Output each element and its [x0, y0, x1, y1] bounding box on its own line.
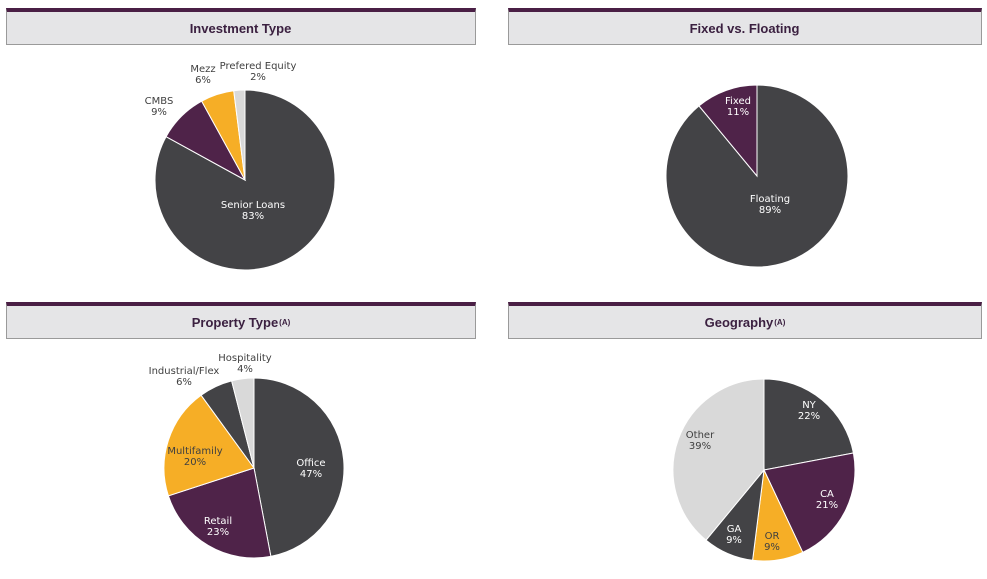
property-type-slice-multifamily [163, 394, 255, 497]
fixed-vs-floating-label-floating: Floating 89% [750, 194, 790, 216]
fixed-vs-floating-slice-fixed [698, 84, 758, 178]
geography-title-text: Geography [704, 314, 774, 330]
geography-label-ny: NY 22% [798, 400, 820, 422]
property-type-slice-retail [167, 467, 272, 559]
property-type-slice-office [253, 377, 345, 557]
investment-type-slice-prefered-equity [233, 89, 246, 181]
property-type-label-retail: Retail 23% [204, 516, 232, 538]
geography-slice-ny [763, 378, 854, 471]
geography-title-sup: (A) [774, 317, 786, 327]
property-type-label-industrial-flex: Industrial/Flex 6% [149, 366, 220, 388]
investment-type-title: Investment Type [6, 8, 476, 45]
geography-label-ca: CA 21% [816, 489, 838, 511]
investment-type-label-prefered-equity: Prefered Equity 2% [220, 61, 297, 83]
geography-slice-ca [763, 452, 856, 554]
investment-type-label-mezz: Mezz 6% [190, 64, 215, 86]
fixed-floating-title-text: Fixed vs. Floating [689, 20, 800, 36]
property-type-title-sup: (A) [279, 317, 291, 327]
investment-type-label-cmbs: CMBS 9% [145, 96, 174, 118]
geography-label-ga: GA 9% [726, 524, 742, 546]
property-type-title: Property Type (A) [6, 302, 476, 339]
fixed-vs-floating-label-fixed: Fixed 11% [725, 96, 751, 118]
fixed-floating-title: Fixed vs. Floating [508, 8, 982, 45]
property-type-title-text: Property Type [191, 314, 279, 330]
geography-title: Geography (A) [508, 302, 982, 339]
geography-label-or: OR 9% [764, 531, 780, 553]
property-type-label-hospitality: Hospitality 4% [218, 353, 272, 375]
property-type-label-multifamily: Multifamily 20% [167, 446, 222, 468]
investment-type-title-text: Investment Type [189, 20, 292, 36]
property-type-label-office: Office 47% [296, 458, 325, 480]
investment-type-label-senior-loans: Senior Loans 83% [221, 200, 285, 222]
property-type-slice-hospitality [231, 377, 255, 469]
geography-label-other: Other 39% [686, 430, 715, 452]
fixed-vs-floating-slice-floating [665, 84, 849, 268]
geography-slice-other [672, 378, 765, 541]
